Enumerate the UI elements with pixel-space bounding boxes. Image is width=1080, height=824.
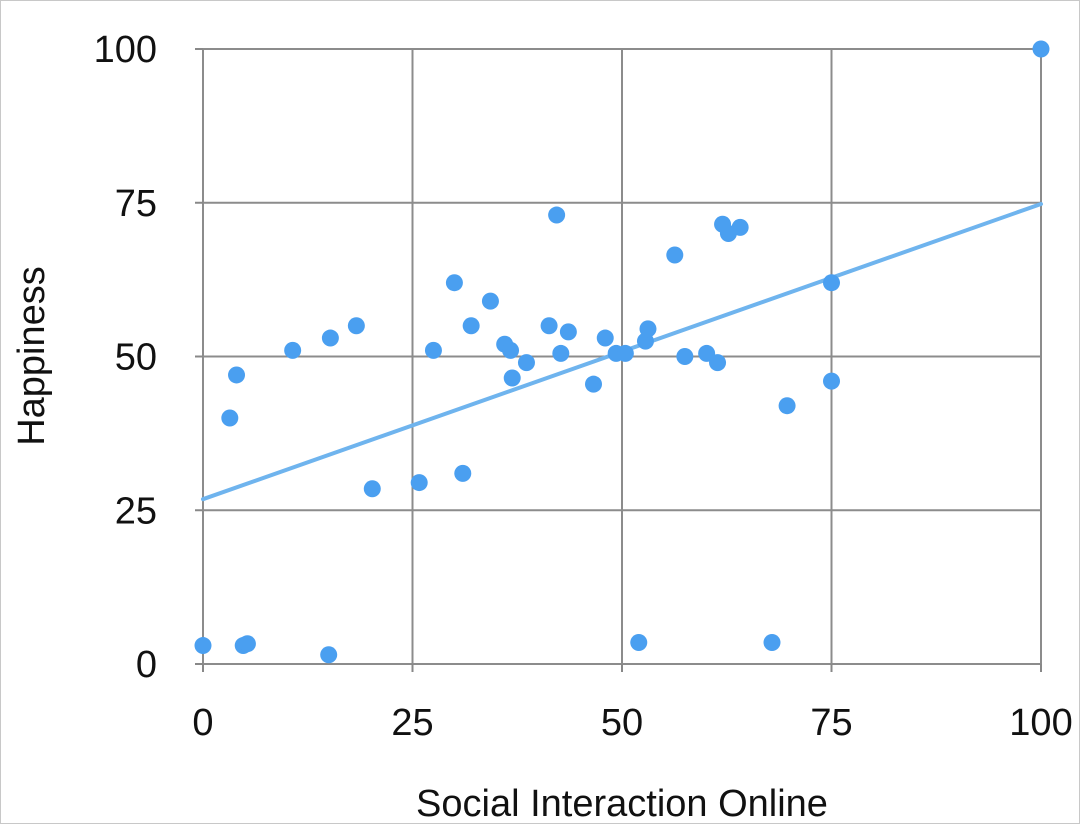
- grid-lines: [195, 48, 1042, 672]
- data-point: [321, 329, 339, 347]
- data-point: [630, 633, 648, 651]
- data-point: [363, 480, 381, 498]
- data-point: [639, 320, 657, 338]
- data-points: [194, 40, 1050, 664]
- data-point: [585, 375, 603, 393]
- x-tick-label: 75: [810, 702, 852, 744]
- data-point: [778, 397, 796, 415]
- y-tick-label: 25: [115, 490, 157, 532]
- data-point: [540, 317, 558, 335]
- x-tick-label: 100: [1009, 702, 1072, 744]
- data-point: [194, 637, 212, 655]
- y-tick-labels: 0 25 50 75 100: [94, 29, 157, 686]
- x-tick-label: 25: [391, 702, 433, 744]
- data-point: [616, 344, 634, 362]
- data-point: [552, 344, 570, 362]
- x-tick-label: 50: [601, 702, 643, 744]
- x-axis-title: Social Interaction Online: [416, 783, 828, 824]
- data-point: [221, 409, 239, 427]
- x-tick-label: 0: [192, 702, 213, 744]
- x-tick-labels: 0 25 50 75 100: [192, 702, 1072, 744]
- data-point: [454, 464, 472, 482]
- y-tick-label: 75: [115, 183, 157, 225]
- data-point: [347, 317, 365, 335]
- data-point: [424, 341, 442, 359]
- data-point: [596, 329, 614, 347]
- data-point: [503, 369, 521, 387]
- data-point: [823, 372, 840, 390]
- data-point: [559, 323, 577, 341]
- data-point: [481, 292, 499, 310]
- data-point: [238, 635, 256, 653]
- data-point: [410, 474, 428, 492]
- data-point: [462, 317, 480, 335]
- y-tick-label: 50: [115, 337, 157, 379]
- data-point: [517, 354, 535, 372]
- data-point: [548, 206, 566, 224]
- data-point: [709, 354, 727, 372]
- data-point: [284, 341, 302, 359]
- data-point: [228, 366, 246, 384]
- y-axis-title: Happiness: [11, 266, 53, 446]
- data-point: [763, 633, 781, 651]
- data-point: [731, 218, 749, 236]
- data-point: [823, 274, 840, 292]
- data-point: [676, 348, 694, 365]
- data-point: [666, 246, 684, 264]
- data-point: [320, 646, 338, 664]
- y-tick-label: 100: [94, 29, 157, 71]
- data-point: [445, 274, 463, 292]
- y-tick-label: 0: [136, 644, 157, 686]
- data-point: [1032, 40, 1050, 58]
- data-point: [502, 341, 520, 359]
